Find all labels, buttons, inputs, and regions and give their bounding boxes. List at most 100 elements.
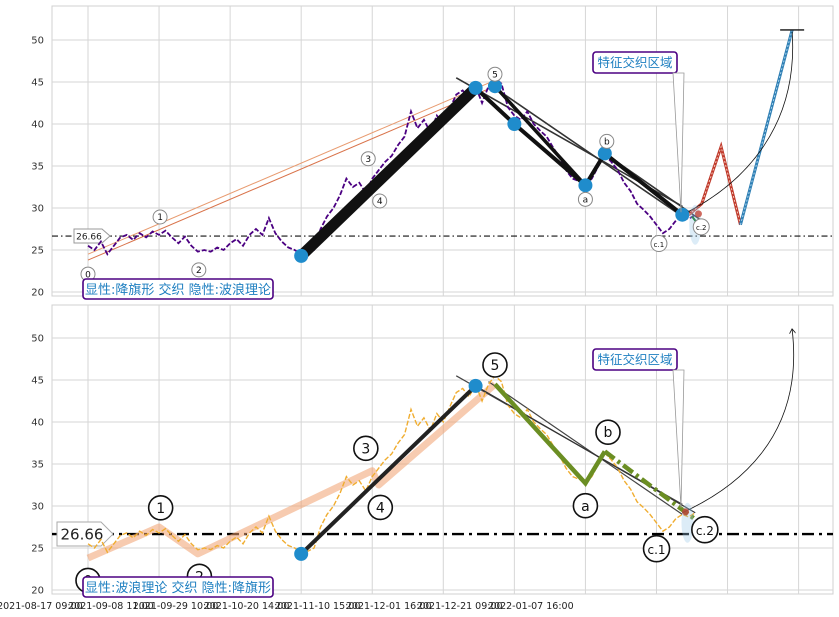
x-tick-label: 2021-10-20 14:00: [204, 601, 290, 612]
projection-zigzag-inner: [688, 144, 741, 225]
reference-flag-label: 26.66: [61, 526, 104, 544]
wave-line-projected: [603, 449, 697, 522]
wave-label-circle: [650, 235, 668, 253]
y-tick-label: 35: [31, 460, 44, 471]
pattern-dot: [597, 146, 612, 161]
y-tick-label: 50: [31, 334, 44, 345]
y-tick-label: 45: [31, 376, 44, 387]
y-tick-label: 20: [31, 586, 44, 597]
reference-flag-label: 26.66: [76, 233, 102, 243]
y-tick-label: 30: [31, 204, 44, 215]
x-tick-label: 2021-09-29 10:00: [133, 601, 219, 612]
wave-label: 5: [491, 358, 500, 374]
wave-label: 1: [157, 213, 163, 223]
wave-label: 1: [156, 501, 165, 517]
y-tick-label: 40: [31, 418, 44, 429]
wave-label: c.2: [696, 224, 707, 232]
annotation-pointer: [672, 369, 685, 508]
top-plot-area: [51, 5, 834, 297]
x-tick-label: 2021-12-21 09:00: [417, 601, 503, 612]
top-y-axis: 20 25 30 35 40 45 50: [31, 36, 44, 299]
highlight-zone: [681, 502, 694, 543]
y-tick-label: 40: [31, 120, 44, 131]
bottom-annotation: 特征交织区域: [592, 348, 685, 508]
wave-label: 3: [361, 441, 370, 457]
pattern-impulse: [299, 384, 477, 556]
bottom-y-axis: 20 25 30 35 40 45 50: [31, 334, 44, 597]
wave-line: [493, 382, 607, 488]
top-wave-labels: 0 1 2 3 4 5 a b c.1 c.2: [80, 66, 710, 282]
annotation-label: 特征交织区域: [597, 352, 672, 367]
wave-label-circle: [599, 133, 615, 149]
wave-label-circle: [642, 534, 671, 563]
pattern-dot: [294, 546, 309, 561]
bottom-pattern-points: [294, 378, 483, 561]
annotation-box: [592, 348, 678, 371]
annotation-label: 特征交织区域: [597, 55, 672, 70]
y-tick-label: 50: [31, 36, 44, 47]
price-line: [87, 374, 696, 554]
top-pattern-points: [294, 79, 690, 263]
annotation-box: [592, 51, 678, 74]
top-price-series: [87, 76, 696, 256]
y-tick-label: 45: [31, 78, 44, 89]
annotation-pointer: [672, 72, 685, 213]
wave-label: 3: [365, 155, 371, 165]
projection-curve: [682, 330, 793, 514]
pattern-line: [475, 385, 696, 514]
wave-label-circle: [595, 419, 621, 446]
x-tick-label: 2021-11-10 15:00: [275, 601, 361, 612]
pattern-dot: [507, 117, 522, 131]
pattern-dot: [487, 79, 502, 94]
wave-line: [493, 85, 684, 217]
wave-label-circle: [152, 209, 168, 225]
x-tick-label: 2021-08-17 09:00: [0, 601, 83, 612]
channel-line: [488, 83, 683, 218]
y-tick-label: 25: [31, 544, 44, 555]
y-tick-label: 30: [31, 502, 44, 513]
wave-label-circle: [191, 262, 207, 278]
red-dot: [694, 210, 702, 218]
wave-label: c.2: [696, 524, 714, 538]
bottom-pattern-lines: [299, 382, 697, 556]
y-tick-label: 25: [31, 246, 44, 257]
bottom-caption-text: 显性:波浪理论 交织 隐性:降旗形: [85, 580, 271, 596]
projection-blue-inner: [739, 29, 793, 225]
wave-label: b: [604, 425, 613, 441]
bottom-projection: [681, 330, 793, 543]
wave-label-circle: [482, 352, 508, 378]
reference-flag-shape: [73, 228, 111, 244]
wave-label-circle: [147, 494, 174, 521]
bottom-plot-area: [51, 304, 834, 595]
wave-label: 0: [85, 270, 91, 280]
wave-label-circle: [353, 435, 379, 462]
wave-label: a: [581, 499, 590, 515]
wave-label-circle: [372, 193, 388, 209]
wave-label-circle: [367, 494, 394, 521]
top-caption-text: 显性:降旗形 交织 隐性:波浪理论: [85, 282, 271, 298]
top-reference-flag: 26.66: [73, 228, 111, 244]
wave-label: b: [604, 138, 610, 148]
x-tick-label: 2021-12-01 16:00: [346, 601, 432, 612]
wave-label: c.1: [654, 241, 665, 249]
top-caption: 显性:降旗形 交织 隐性:波浪理论: [82, 278, 274, 300]
wave-label-circle: [577, 191, 593, 207]
wave-label-circle: [572, 492, 599, 519]
top-channel-lines: [87, 77, 703, 261]
bottom-reference-flag: 26.66: [56, 521, 114, 547]
wave-label: c.1: [648, 543, 666, 557]
pattern-dot: [578, 178, 593, 193]
price-line: [87, 76, 696, 256]
channel-line: [87, 79, 496, 255]
top-pattern-lines: [297, 83, 684, 260]
wave-label: 4: [377, 197, 383, 207]
channel-line: [488, 381, 683, 515]
wave-label: a: [583, 196, 589, 206]
wave-label-circle: [692, 218, 710, 236]
pattern-dot: [675, 207, 690, 222]
red-dot: [682, 508, 690, 516]
x-tick-label: 2022-01-07 16:00: [488, 601, 574, 612]
